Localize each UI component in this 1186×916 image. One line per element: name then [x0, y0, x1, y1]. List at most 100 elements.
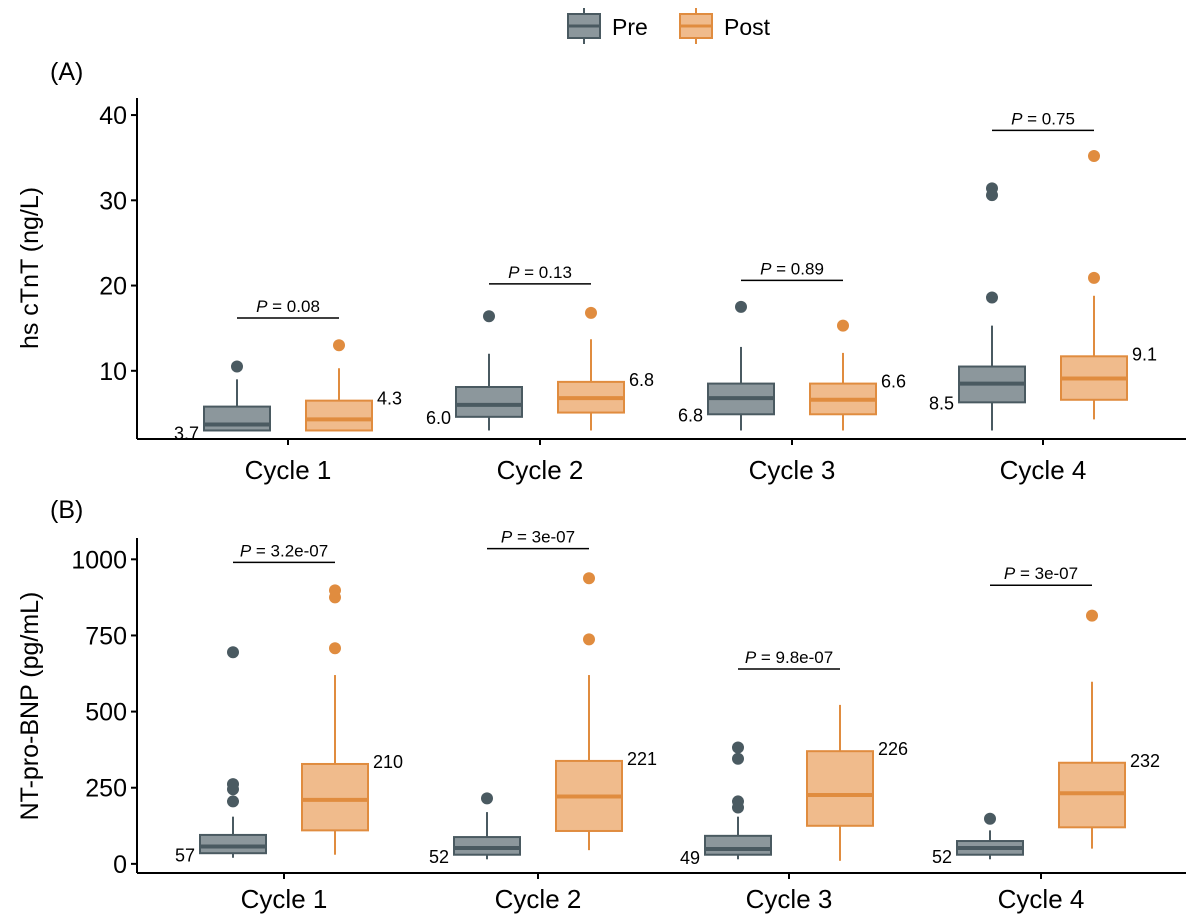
- x-tick-label: Cycle 3: [749, 455, 836, 485]
- x-tick-label: Cycle 1: [245, 455, 332, 485]
- legend-item-pre: Pre: [567, 8, 648, 44]
- y-tick-label: 750: [85, 622, 127, 650]
- box-pre-2: 6.0: [426, 310, 523, 431]
- x-tick-label: Cycle 1: [241, 884, 328, 914]
- pvalue-text: P = 0.75: [1011, 109, 1075, 128]
- box-pre-4: 8.5: [929, 182, 1026, 431]
- outlier-point: [732, 741, 744, 754]
- box-pre-1: 57: [175, 646, 267, 866]
- y-tick-label: 0: [113, 851, 127, 879]
- outlier-point: [1088, 271, 1100, 284]
- median-label: 8.5: [929, 393, 954, 413]
- iqr-box: [199, 833, 267, 855]
- box-pre-3: 49: [680, 741, 772, 868]
- outlier-point: [227, 646, 239, 659]
- pvalue-annotation-4: P = 3e-07: [990, 564, 1092, 586]
- pvalue-text: P = 0.13: [508, 263, 572, 282]
- median-label: 52: [932, 847, 952, 867]
- iqr-box: [203, 405, 271, 432]
- x-tick-label: Cycle 2: [497, 455, 584, 485]
- outlier-point: [732, 752, 744, 765]
- panel-label: (B): [50, 496, 83, 524]
- legend-item-post: Post: [679, 8, 771, 44]
- box-post-3: 226: [806, 704, 908, 861]
- median-label: 6.8: [678, 405, 703, 425]
- pvalue-text: P = 9.8e-07: [745, 648, 833, 667]
- median-label: 4.3: [377, 389, 402, 409]
- box-post-1: 210: [301, 584, 403, 855]
- iqr-box: [453, 836, 521, 856]
- outlier-point: [329, 642, 341, 655]
- legend-label: Post: [724, 14, 771, 40]
- outlier-point: [984, 812, 996, 825]
- median-label: 232: [1130, 751, 1160, 771]
- pvalue-text: P = 3e-07: [1004, 564, 1078, 583]
- y-tick-label: 250: [85, 775, 127, 803]
- outlier-point: [483, 310, 495, 323]
- outlier-point: [227, 778, 239, 791]
- y-axis-title: NT-pro-BNP (pg/mL): [16, 592, 44, 821]
- outlier-point: [227, 795, 239, 808]
- box-pre-3: 6.8: [678, 300, 775, 431]
- median-label: 210: [373, 752, 403, 772]
- outlier-point: [583, 572, 595, 585]
- iqr-box: [455, 385, 523, 418]
- panel-b: (B) 0 250 500 750 1000 NT-pro-BNP (pg/mL) Cycle…: [16, 496, 1186, 914]
- pvalue-annotation-1: P = 3.2e-07: [233, 541, 335, 564]
- x-tick-label: Cycle 4: [998, 884, 1085, 914]
- x-tick-label: Cycle 4: [1000, 455, 1087, 485]
- outlier-point: [732, 795, 744, 808]
- pvalue-text: P = 0.08: [256, 297, 320, 316]
- iqr-box: [301, 762, 369, 832]
- y-tick-label: 30: [99, 187, 127, 215]
- y-tick-label: 1000: [71, 546, 127, 574]
- outlier-point: [837, 319, 849, 332]
- outlier-point: [481, 792, 493, 805]
- iqr-box: [305, 399, 373, 432]
- pvalue-annotation-2: P = 0.13: [489, 263, 591, 285]
- outlier-point: [333, 339, 345, 352]
- outlier-point: [986, 291, 998, 304]
- pvalue-annotation-4: P = 0.75: [992, 109, 1094, 132]
- outlier-point: [585, 306, 597, 319]
- x-tick-label: Cycle 2: [495, 884, 582, 914]
- median-label: 226: [878, 739, 908, 759]
- y-axis-title: hs cTnT (ng/L): [16, 187, 44, 349]
- box-post-4: 9.1: [1060, 149, 1157, 420]
- pvalue-annotation-3: P = 0.89: [741, 259, 843, 282]
- median-label: 49: [680, 848, 700, 868]
- median-label: 6.6: [881, 372, 906, 392]
- box-pre-2: 52: [429, 792, 521, 867]
- iqr-box: [704, 834, 772, 856]
- box-post-1: 4.3: [305, 339, 402, 432]
- y-tick-label: 20: [99, 273, 127, 301]
- median-label: 221: [627, 749, 657, 769]
- box-post-4: 232: [1058, 609, 1160, 849]
- box-post-3: 6.6: [809, 319, 906, 431]
- pvalue-annotation-2: P = 3e-07: [487, 528, 589, 550]
- pvalue-text: P = 3.2e-07: [240, 541, 328, 560]
- pvalue-annotation-1: P = 0.08: [237, 297, 339, 319]
- box-post-2: 6.8: [557, 306, 654, 431]
- outlier-point: [583, 633, 595, 646]
- legend: Pre Post: [567, 8, 771, 44]
- y-tick-label: 10: [99, 358, 127, 386]
- median-label: 6.8: [629, 370, 654, 390]
- outlier-point: [986, 182, 998, 195]
- median-label: 6.0: [426, 408, 451, 428]
- pvalue-text: P = 3e-07: [501, 528, 575, 547]
- box-post-2: 221: [555, 572, 657, 851]
- box-pre-4: 52: [932, 812, 1024, 867]
- panel-a: (A) 10 20 30 40 hs cTnT (ng/L) Cycle 1 Cycle 2 C…: [16, 58, 1186, 485]
- iqr-box: [806, 750, 874, 827]
- pvalue-text: P = 0.89: [760, 259, 824, 278]
- y-tick-label: 40: [99, 102, 127, 130]
- median-label: 3.7: [174, 424, 199, 444]
- outlier-point: [1086, 609, 1098, 622]
- outlier-point: [329, 584, 341, 597]
- x-tick-label: Cycle 3: [746, 884, 833, 914]
- median-label: 9.1: [1132, 344, 1157, 364]
- box-pre-1: 3.7: [174, 360, 271, 444]
- panel-label: (A): [50, 58, 83, 86]
